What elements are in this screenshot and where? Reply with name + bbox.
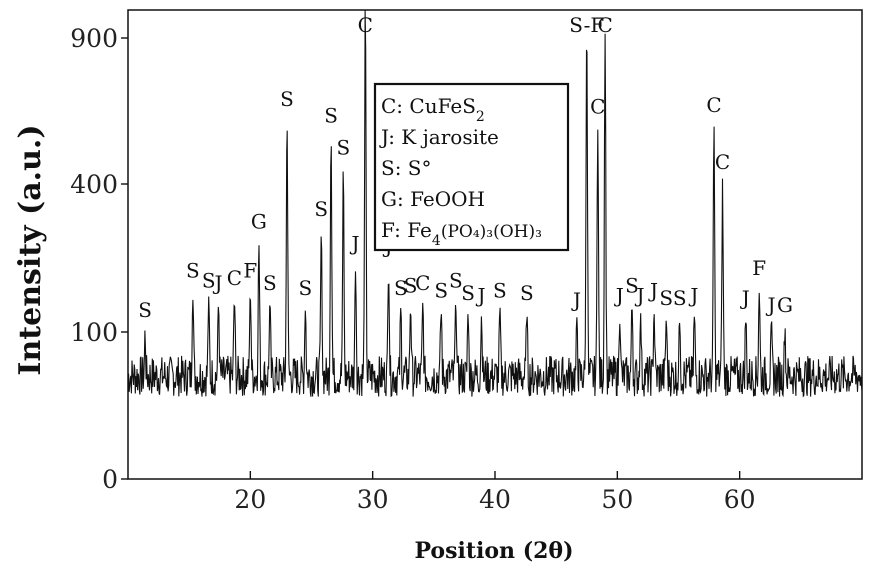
legend-entry: S: S° — [381, 156, 432, 180]
y-tick-label: 100 — [70, 318, 118, 347]
y-tick-label: 0 — [102, 465, 118, 494]
peak-label: J — [635, 283, 645, 307]
y-tick-label: 400 — [70, 170, 118, 199]
peak-label: J — [688, 283, 698, 307]
peak-label: C — [415, 271, 430, 295]
peak-label: J — [213, 271, 223, 295]
peak-label: J — [765, 293, 775, 317]
y-tick-label: 900 — [70, 24, 118, 53]
y-axis: 0 100 400 900 — [70, 24, 128, 494]
peak-label: C — [358, 13, 373, 37]
peak-label: S — [186, 259, 200, 283]
peak-label: J — [571, 288, 581, 312]
peak-label: S — [336, 135, 350, 159]
peak-label: S-F — [569, 13, 604, 37]
peak-label: S — [202, 268, 216, 292]
peak-label: C — [706, 93, 721, 117]
peak-label: J — [648, 278, 658, 302]
peak-label: S — [394, 276, 408, 300]
peak-label: S — [434, 278, 448, 302]
peak-label: J — [476, 283, 486, 307]
peak-label: S — [299, 276, 313, 300]
peak-label: S — [449, 268, 463, 292]
peak-label: C — [597, 13, 612, 37]
legend-entry: F: Fe4(PO₄)₃(OH)₃ — [381, 218, 542, 249]
peak-label: S — [520, 281, 534, 305]
diffraction-trace — [127, 9, 863, 398]
x-tick-label: 50 — [601, 485, 633, 514]
x-tick-label: 40 — [479, 485, 511, 514]
peak-label: S — [625, 273, 639, 297]
peak-label: G — [251, 209, 267, 233]
peak-label: S — [263, 271, 277, 295]
peak-label: J — [614, 283, 624, 307]
legend-entry: C: CuFeS2 — [381, 94, 485, 125]
peak-label: S — [461, 281, 475, 305]
peak-label: C — [715, 150, 730, 174]
peak-label: F — [752, 256, 766, 280]
peak-label: S — [324, 103, 338, 127]
peak-label: S — [493, 278, 507, 302]
peak-label: F — [243, 259, 257, 283]
x-tick-label: 30 — [357, 485, 389, 514]
peak-label: S — [138, 298, 152, 322]
peak-labels: SSSJCFGSSSSSSJCJSSCSSSJSSJS-FCCJSJJSSJCC… — [138, 13, 793, 322]
legend-entry: J: K jarosite — [379, 125, 499, 149]
peak-label: S — [659, 286, 673, 310]
peak-label: S — [673, 286, 687, 310]
x-tick-label: 60 — [724, 485, 756, 514]
xrd-trace — [127, 9, 863, 398]
peak-label: S — [280, 87, 294, 111]
peak-label: C — [590, 95, 605, 119]
peak-label: J — [740, 286, 750, 310]
peak-label: S — [314, 197, 328, 221]
peak-label: G — [777, 293, 793, 317]
x-axis: 20 30 40 50 60 — [234, 471, 756, 514]
peak-label: C — [227, 266, 242, 290]
x-tick-label: 20 — [234, 485, 266, 514]
legend-box — [373, 82, 570, 252]
peak-label: J — [350, 231, 360, 255]
x-axis-title: Position (2θ) — [414, 538, 573, 564]
peak-label: S — [404, 273, 418, 297]
legend-entry: G: FeOOH — [381, 187, 485, 211]
y-axis-title: Intensity (a.u.) — [13, 124, 48, 375]
